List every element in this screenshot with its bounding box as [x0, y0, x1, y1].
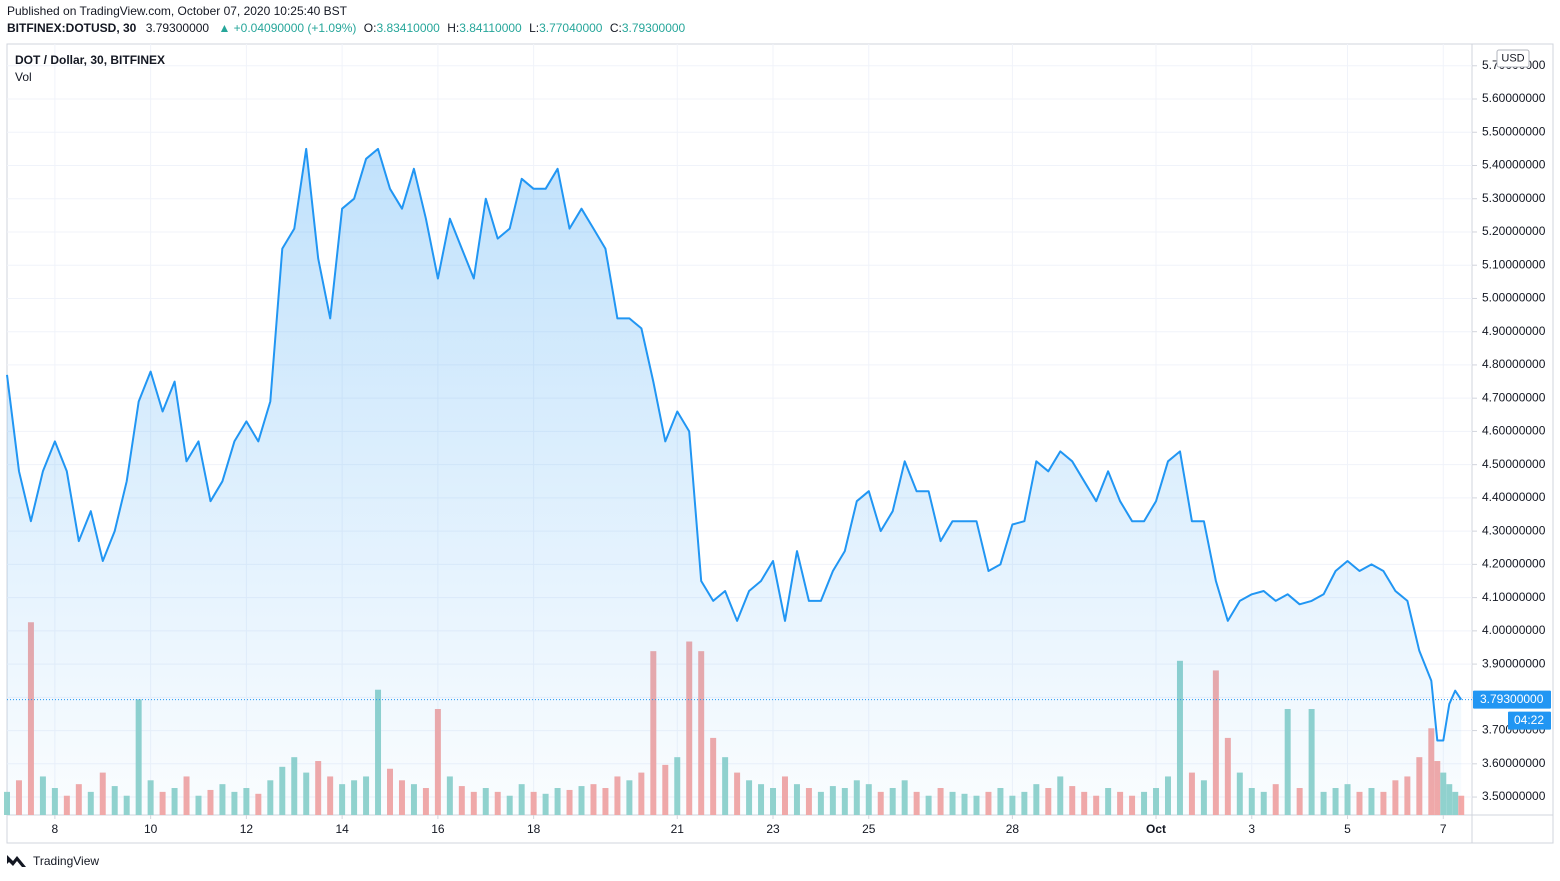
- y-tick-label: 5.60000000: [1482, 91, 1546, 105]
- x-tick-label: 14: [335, 822, 349, 836]
- ohlc-value: 3.77040000: [539, 21, 603, 35]
- countdown-box: [1508, 711, 1551, 730]
- ohlc-value: 3.83410000: [376, 21, 440, 35]
- y-tick-label: 4.30000000: [1482, 523, 1546, 537]
- price: 3.79300000: [146, 21, 210, 35]
- y-tick-label: 3.90000000: [1482, 656, 1546, 670]
- volume-bar: [1458, 795, 1465, 815]
- y-tick-label: 5.00000000: [1482, 291, 1546, 305]
- y-tick-label: 4.90000000: [1482, 324, 1546, 338]
- y-tick-label: 4.50000000: [1482, 457, 1546, 471]
- x-tick-label: 25: [862, 822, 876, 836]
- y-tick-label: 4.40000000: [1482, 490, 1546, 504]
- y-tick-label: 3.60000000: [1482, 756, 1546, 770]
- y-tick-label: 5.20000000: [1482, 224, 1546, 238]
- x-tick-label: 18: [527, 822, 541, 836]
- x-tick-label: 21: [671, 822, 685, 836]
- y-tick-label: 3.50000000: [1482, 789, 1546, 803]
- legend-series: DOT / Dollar, 30, BITFINEX: [15, 53, 165, 67]
- ohlc-label: O:: [364, 21, 377, 35]
- x-tick-label: 8: [52, 822, 59, 836]
- y-tick-label: 4.00000000: [1482, 623, 1546, 637]
- published-note: Published on TradingView.com, October 07…: [7, 4, 348, 18]
- x-tick-label: 23: [766, 822, 780, 836]
- y-tick-label: 4.20000000: [1482, 557, 1546, 571]
- y-tick-label: 5.40000000: [1482, 158, 1546, 172]
- y-tick-label: 4.60000000: [1482, 424, 1546, 438]
- x-tick-label: 28: [1006, 822, 1020, 836]
- y-tick-label: 4.70000000: [1482, 390, 1546, 404]
- currency-label: USD: [1501, 52, 1524, 64]
- ohlc-value: 3.84110000: [459, 21, 522, 35]
- symbol: BITFINEX:DOTUSD, 30: [7, 21, 137, 35]
- x-tick-label: 5: [1344, 822, 1351, 836]
- x-tick-label: 16: [431, 822, 445, 836]
- change: ▲ +0.04090000 (+1.09%): [218, 21, 356, 35]
- ohlc-value: 3.79300000: [622, 21, 686, 35]
- area-fill: [7, 148, 1462, 815]
- y-tick-label: 5.30000000: [1482, 191, 1546, 205]
- last-price-box: [1473, 690, 1551, 709]
- legend-volume: Vol: [15, 70, 32, 84]
- x-tick-label: 7: [1440, 822, 1447, 836]
- plot-layer: 3.500000003.600000003.700000003.80000000…: [4, 44, 1551, 836]
- ohlc-label: C:: [610, 21, 622, 35]
- last-price-label: 3.79300000: [1480, 692, 1544, 706]
- symbol-line: BITFINEX:DOTUSD, 30 3.79300000 ▲ +0.0409…: [7, 21, 686, 35]
- y-tick-label: 5.10000000: [1482, 257, 1546, 271]
- y-tick-label: 4.10000000: [1482, 590, 1546, 604]
- currency-box: [1496, 49, 1530, 68]
- footer-logo: TradingView: [7, 854, 99, 868]
- y-tick-label: 4.80000000: [1482, 357, 1546, 371]
- ohlc-label: H:: [447, 21, 459, 35]
- logo-icon: [7, 855, 26, 867]
- y-tick-label: 5.50000000: [1482, 124, 1546, 138]
- x-tick-label: 12: [240, 822, 254, 836]
- brand: TradingView: [33, 854, 99, 868]
- price-line: [6, 147, 1463, 742]
- x-tick-label: 10: [144, 822, 158, 836]
- x-tick-label: 3: [1248, 822, 1255, 836]
- ohlc-label: L:: [529, 21, 539, 35]
- x-tick-label: Oct: [1146, 822, 1166, 836]
- countdown-label: 04:22: [1514, 713, 1544, 727]
